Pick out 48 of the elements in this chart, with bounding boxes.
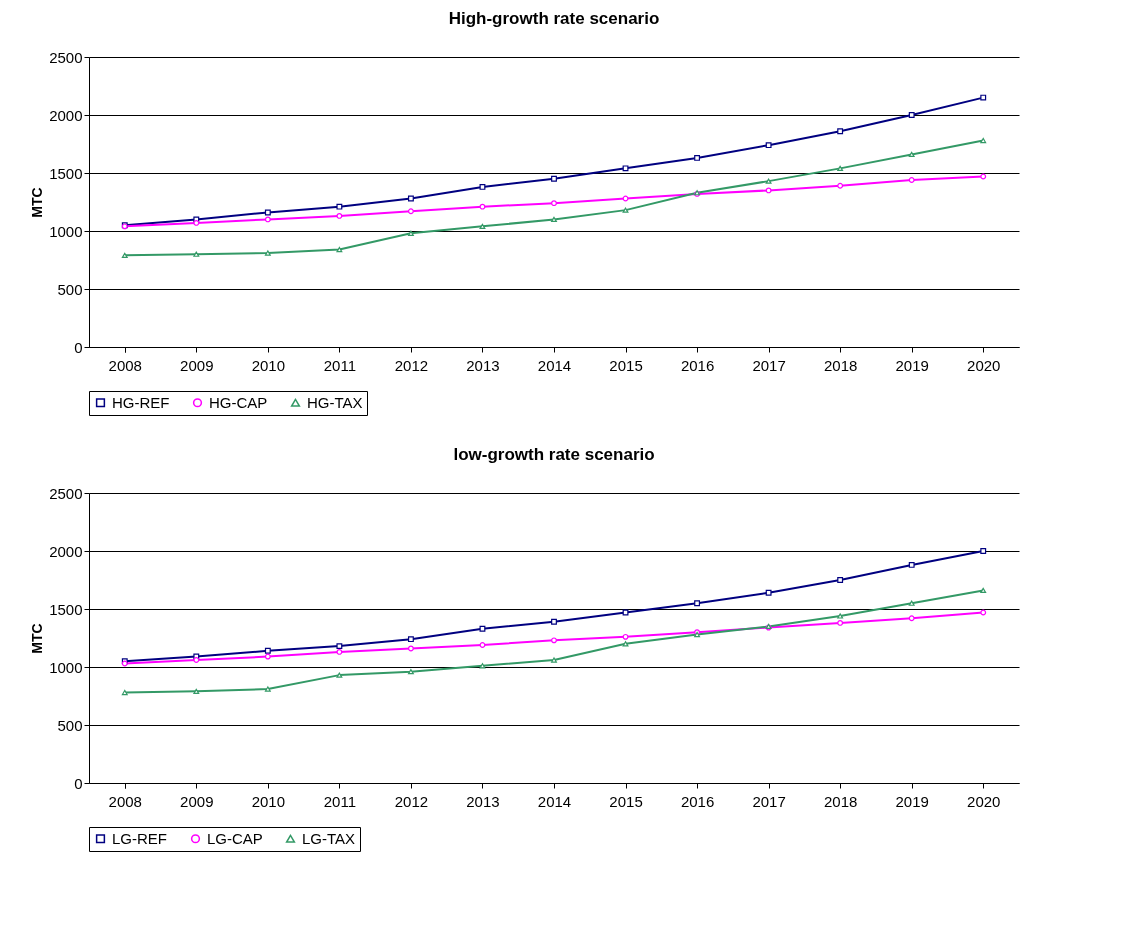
x-tick-label: 2014 — [537, 356, 572, 374]
y-tick-label: 500 — [57, 280, 83, 298]
legend-label: LG-CAP — [207, 829, 263, 847]
x-tick-label: 2012 — [394, 356, 429, 374]
legend-label: HG-CAP — [209, 393, 268, 411]
y-tick-label: 1000 — [49, 658, 83, 676]
y-tick-label: 0 — [74, 774, 83, 792]
x-tick-label: 2008 — [108, 792, 142, 810]
x-tick-label: 2015 — [609, 356, 643, 374]
y-tick-label: 2000 — [49, 542, 83, 560]
y-tick-label: 2500 — [49, 48, 83, 66]
x-tick-label: 2019 — [895, 356, 929, 374]
x-tick-label: 2008 — [108, 356, 142, 374]
y-tick-label: 500 — [57, 716, 83, 734]
legend-label: LG-TAX — [302, 829, 356, 847]
x-tick-label: 2009 — [180, 792, 214, 810]
y-tick-label: 2000 — [49, 106, 83, 124]
x-tick-label: 2018 — [823, 356, 858, 374]
x-tick-label: 2020 — [967, 792, 1001, 810]
x-tick-label: 2012 — [394, 792, 429, 810]
y-tick-label: 2500 — [49, 484, 83, 502]
x-tick-label: 2016 — [680, 356, 715, 374]
x-tick-label: 2010 — [251, 356, 286, 374]
chart-title: low-growth rate scenario — [453, 445, 655, 464]
legend-label: LG-REF — [112, 829, 168, 847]
x-tick-label: 2014 — [537, 792, 572, 810]
x-tick-label: 2009 — [180, 356, 214, 374]
x-tick-label: 2016 — [680, 792, 715, 810]
x-tick-label: 2018 — [823, 792, 858, 810]
x-tick-label: 2017 — [752, 356, 786, 374]
x-tick-label: 2013 — [466, 792, 500, 810]
y-tick-label: 1500 — [49, 164, 83, 182]
legend-label: HG-REF — [112, 393, 170, 411]
x-tick-label: 2017 — [752, 792, 786, 810]
legend-label: HG-TAX — [307, 393, 363, 411]
y-tick-label: 1500 — [49, 600, 83, 618]
x-tick-label: 2010 — [251, 792, 286, 810]
x-tick-label: 2015 — [609, 792, 643, 810]
y-tick-label: 0 — [74, 338, 83, 356]
x-tick-label: 2011 — [323, 356, 357, 374]
y-axis-title: MTC — [29, 623, 46, 654]
y-tick-label: 1000 — [49, 222, 83, 240]
y-axis-title: MTC — [29, 187, 46, 218]
x-tick-label: 2013 — [466, 356, 500, 374]
x-tick-label: 2019 — [895, 792, 929, 810]
x-tick-label: 2011 — [323, 792, 357, 810]
chart-title: High-growth rate scenario — [448, 9, 660, 28]
x-tick-label: 2020 — [967, 356, 1001, 374]
